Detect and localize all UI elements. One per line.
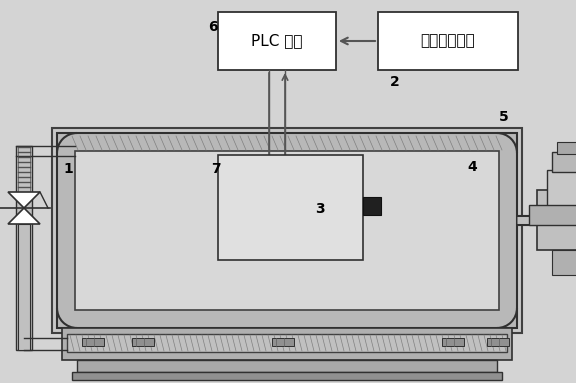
Bar (442, 338, 464, 346)
Bar (378, 12, 518, 70)
Bar (16, 146, 32, 350)
Bar (132, 338, 154, 346)
Polygon shape (8, 208, 40, 224)
Text: 拉丝速度信号: 拉丝速度信号 (420, 33, 475, 49)
Bar (82, 338, 104, 346)
Bar (18, 224, 30, 350)
Bar (547, 170, 576, 208)
Polygon shape (8, 192, 40, 208)
Bar (552, 152, 576, 172)
Text: PLC 单元: PLC 单元 (251, 33, 303, 49)
Bar (57, 133, 517, 328)
Bar (218, 12, 336, 70)
Text: 4: 4 (468, 160, 477, 173)
Bar (487, 338, 509, 346)
Bar (77, 360, 497, 372)
Bar (18, 147, 30, 192)
Bar (552, 250, 576, 275)
Bar (62, 328, 512, 360)
Bar (218, 155, 363, 260)
Text: 6: 6 (209, 20, 218, 34)
Bar (272, 338, 294, 346)
Text: 1: 1 (63, 162, 73, 175)
Bar (75, 151, 499, 310)
Bar (52, 128, 522, 333)
Bar (537, 190, 576, 250)
Text: 5: 5 (499, 110, 509, 124)
Text: 7: 7 (211, 162, 221, 175)
Bar (67, 334, 507, 352)
Text: 2: 2 (390, 75, 399, 89)
Text: 3: 3 (315, 202, 324, 216)
Bar (72, 372, 502, 380)
Bar (363, 197, 381, 215)
Bar (557, 142, 576, 154)
Bar (529, 205, 576, 225)
